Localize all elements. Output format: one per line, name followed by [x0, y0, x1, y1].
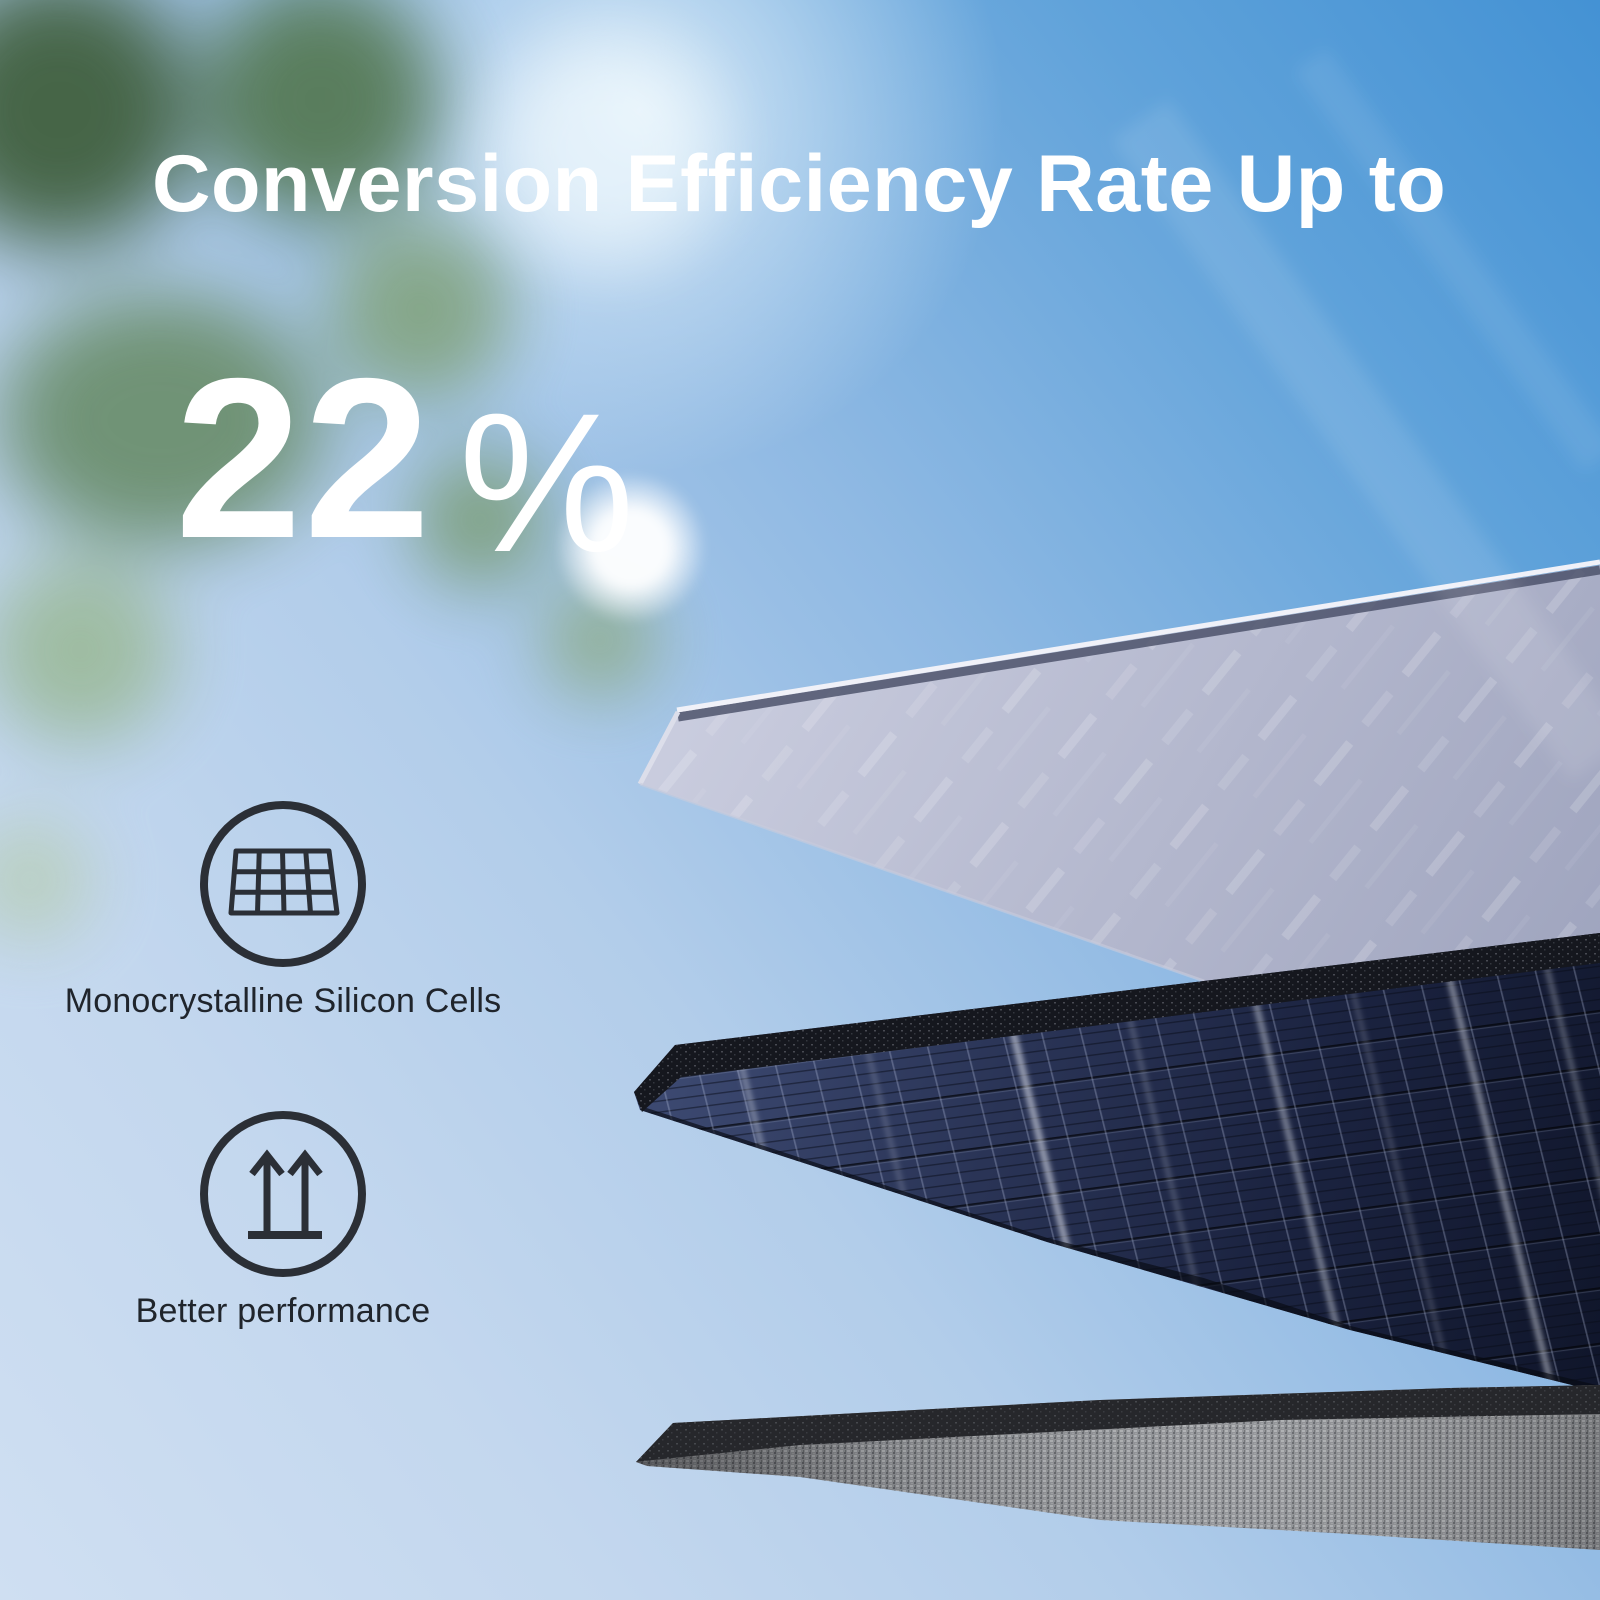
feature-monocrystalline: Monocrystalline Silicon Cells: [65, 798, 501, 1021]
double-up-arrows-icon: [200, 1111, 366, 1277]
feature-performance: Better performance: [103, 1108, 463, 1331]
feature-label: Better performance: [135, 1292, 431, 1330]
stat-value: 22: [175, 332, 433, 586]
light-bokeh-glow: [440, 0, 770, 300]
white-bokeh-spot: [556, 473, 706, 623]
bottom-panel-fabric-back: [636, 1385, 1600, 1550]
efficiency-stat: 22%: [175, 345, 635, 582]
stat-unit-percent: %: [458, 372, 635, 593]
page-title: Conversion Efficiency Rate Up to: [152, 139, 1447, 229]
middle-solar-panel-cells: [634, 933, 1600, 1392]
feature-label: Monocrystalline Silicon Cells: [64, 982, 502, 1020]
solar-cell-grid-icon: [200, 801, 366, 967]
